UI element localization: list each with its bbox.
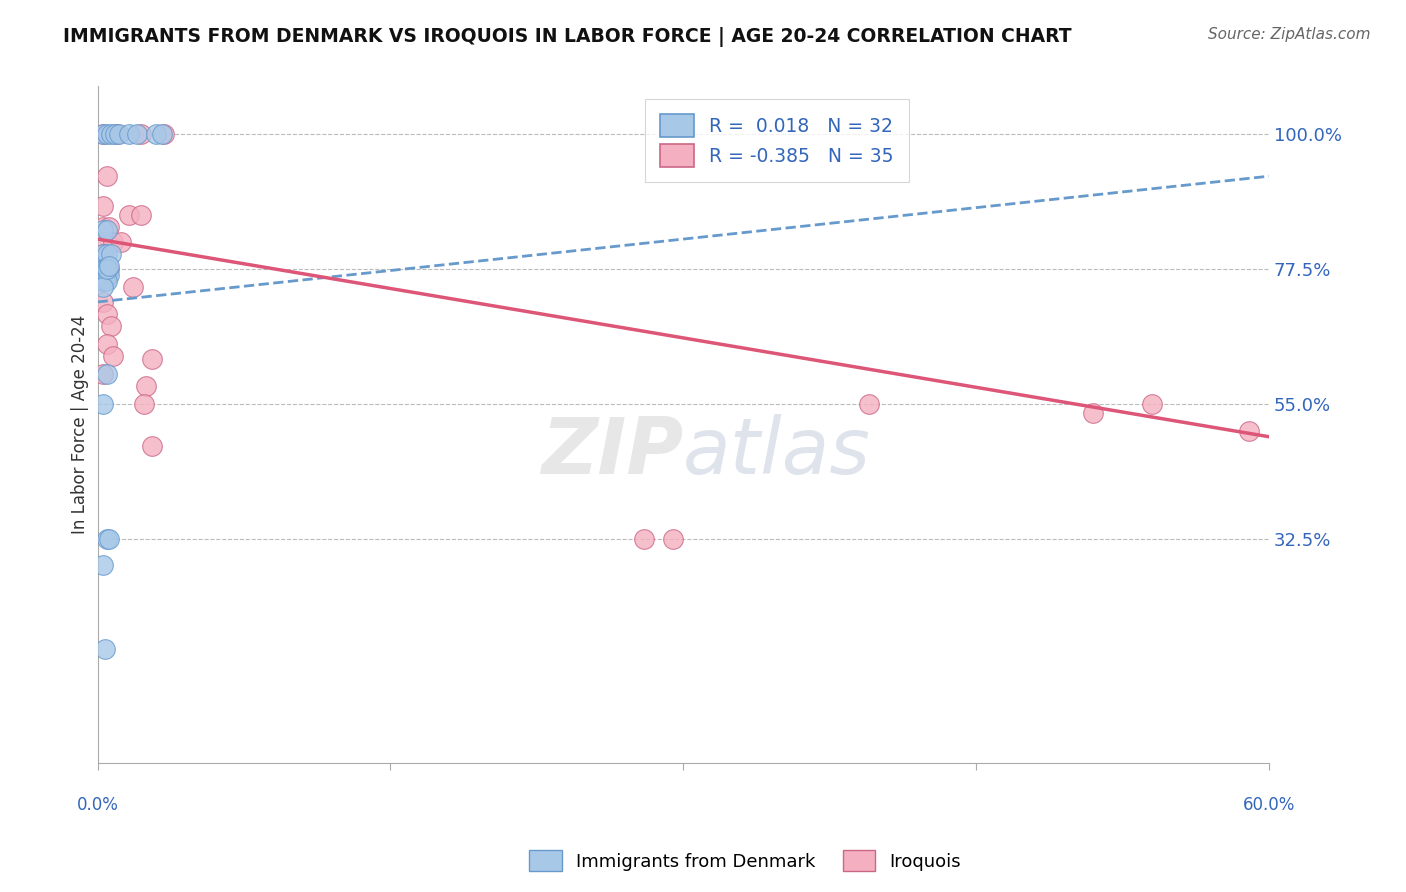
Point	[104, 128, 127, 142]
Point	[100, 128, 122, 142]
Point	[93, 274, 115, 288]
Point	[98, 532, 121, 546]
Point	[100, 318, 122, 333]
Point	[105, 128, 128, 142]
Point	[98, 259, 121, 273]
Point	[1083, 406, 1105, 420]
Point	[94, 274, 117, 288]
Text: 0.0%: 0.0%	[77, 796, 118, 814]
Point	[93, 268, 115, 282]
Text: IMMIGRANTS FROM DENMARK VS IROQUOIS IN LABOR FORCE | AGE 20-24 CORRELATION CHART: IMMIGRANTS FROM DENMARK VS IROQUOIS IN L…	[63, 27, 1071, 46]
Point	[129, 128, 152, 142]
Point	[93, 128, 115, 142]
Point	[93, 295, 115, 310]
Point	[93, 223, 115, 237]
Point	[150, 128, 173, 142]
Point	[633, 532, 655, 546]
Point	[96, 169, 118, 184]
Point	[141, 439, 163, 453]
Text: Source: ZipAtlas.com: Source: ZipAtlas.com	[1208, 27, 1371, 42]
Point	[118, 208, 141, 222]
Legend: R =  0.018   N = 32, R = -0.385   N = 35: R = 0.018 N = 32, R = -0.385 N = 35	[645, 99, 908, 182]
Point	[93, 199, 115, 213]
Point	[96, 337, 118, 351]
Point	[98, 220, 121, 235]
Point	[93, 247, 115, 261]
Point	[96, 262, 118, 277]
Point	[118, 128, 141, 142]
Point	[96, 532, 118, 546]
Point	[108, 128, 131, 142]
Point	[145, 128, 167, 142]
Point	[662, 532, 685, 546]
Point	[93, 128, 115, 142]
Point	[129, 208, 152, 222]
Point	[153, 128, 176, 142]
Legend: Immigrants from Denmark, Iroquois: Immigrants from Denmark, Iroquois	[522, 843, 969, 879]
Point	[134, 397, 156, 411]
Point	[96, 262, 118, 277]
Point	[858, 397, 880, 411]
Point	[93, 558, 115, 573]
Point	[96, 223, 118, 237]
Point	[96, 274, 118, 288]
Y-axis label: In Labor Force | Age 20-24: In Labor Force | Age 20-24	[72, 315, 89, 534]
Point	[94, 262, 117, 277]
Point	[93, 274, 115, 288]
Point	[94, 642, 117, 657]
Point	[93, 247, 115, 261]
Point	[98, 268, 121, 282]
Point	[96, 247, 118, 261]
Point	[94, 268, 117, 282]
Point	[98, 262, 121, 277]
Point	[94, 265, 117, 279]
Point	[103, 235, 125, 249]
Point	[1140, 397, 1163, 411]
Point	[125, 128, 148, 142]
Point	[100, 247, 122, 261]
Point	[93, 280, 115, 294]
Point	[110, 235, 132, 249]
Text: ZIP: ZIP	[541, 414, 683, 490]
Point	[93, 235, 115, 249]
Point	[96, 128, 118, 142]
Text: 60.0%: 60.0%	[1243, 796, 1295, 814]
Point	[135, 379, 157, 393]
Point	[93, 397, 115, 411]
Point	[103, 349, 125, 363]
Text: atlas: atlas	[683, 414, 872, 490]
Point	[93, 262, 115, 277]
Point	[93, 220, 115, 235]
Point	[96, 367, 118, 381]
Point	[93, 367, 115, 381]
Point	[96, 268, 118, 282]
Point	[141, 351, 163, 366]
Point	[1239, 424, 1261, 438]
Point	[96, 307, 118, 321]
Point	[121, 280, 143, 294]
